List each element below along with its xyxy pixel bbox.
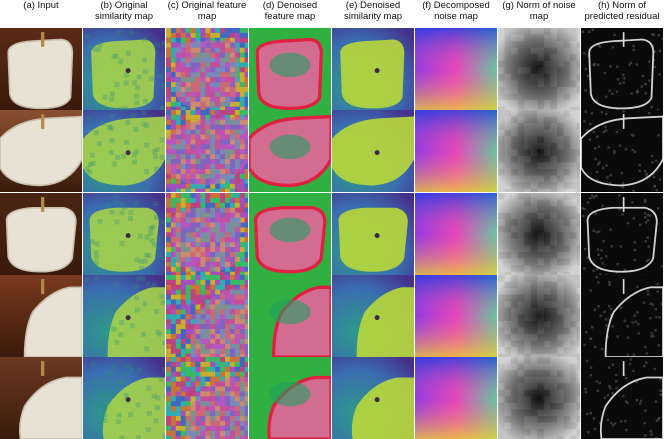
input-image-row-5 bbox=[0, 357, 82, 439]
den_feat-image-row-2 bbox=[249, 110, 331, 192]
noise_norm-image-row-2 bbox=[498, 110, 580, 192]
orig_feat-image-row-4 bbox=[166, 275, 248, 357]
column-label-orig_feat: (c) Original feature map bbox=[167, 0, 247, 22]
noise-image-row-4 bbox=[415, 275, 497, 357]
input-image-row-2 bbox=[0, 110, 82, 192]
residual-image-row-5 bbox=[581, 357, 663, 439]
column-label-noise: (f) Decomposed noise map bbox=[422, 0, 490, 22]
noise_norm-image-row-3 bbox=[498, 193, 580, 275]
residual-image-row-1 bbox=[581, 28, 663, 110]
residual-image-row-2 bbox=[581, 110, 663, 192]
orig_feat-image-row-1 bbox=[166, 28, 248, 110]
column-label-den_feat: (d) Denoised feature map bbox=[262, 0, 318, 22]
orig_feat-image-row-2 bbox=[166, 110, 248, 192]
image-grid bbox=[0, 28, 664, 439]
noise_norm-image-row-5 bbox=[498, 357, 580, 439]
noise-image-row-1 bbox=[415, 28, 497, 110]
residual-image-row-3 bbox=[581, 193, 663, 275]
orig_sim-image-row-5 bbox=[83, 357, 165, 439]
column-headers: (a) Input (b) Original similarity map (c) … bbox=[0, 0, 664, 28]
orig_sim-image-row-4 bbox=[83, 275, 165, 357]
noise_norm-image-row-4 bbox=[498, 275, 580, 357]
input-image-row-3 bbox=[0, 193, 82, 275]
den_sim-image-row-1 bbox=[332, 28, 414, 110]
den_feat-image-row-1 bbox=[249, 28, 331, 110]
den_feat-image-row-3 bbox=[249, 193, 331, 275]
orig_feat-image-row-3 bbox=[166, 193, 248, 275]
residual-image-row-4 bbox=[581, 275, 663, 357]
column-label-residual: (h) Norm of predicted residual bbox=[584, 0, 660, 22]
den_sim-image-row-2 bbox=[332, 110, 414, 192]
orig_feat-image-row-5 bbox=[166, 357, 248, 439]
orig_sim-image-row-2 bbox=[83, 110, 165, 192]
noise-image-row-5 bbox=[415, 357, 497, 439]
den_sim-image-row-4 bbox=[332, 275, 414, 357]
column-label-orig_sim: (b) Original similarity map bbox=[94, 0, 154, 22]
orig_sim-image-row-3 bbox=[83, 193, 165, 275]
input-image-row-1 bbox=[0, 28, 82, 110]
den_feat-image-row-5 bbox=[249, 357, 331, 439]
column-label-input: (a) Input bbox=[23, 0, 59, 11]
den_sim-image-row-5 bbox=[332, 357, 414, 439]
den_sim-image-row-3 bbox=[332, 193, 414, 275]
den_feat-image-row-4 bbox=[249, 275, 331, 357]
column-label-noise_norm: (g) Norm of noise map bbox=[502, 0, 576, 22]
orig_sim-image-row-1 bbox=[83, 28, 165, 110]
noise_norm-image-row-1 bbox=[498, 28, 580, 110]
column-label-den_sim: (e) Denoised similarity map bbox=[343, 0, 403, 22]
noise-image-row-2 bbox=[415, 110, 497, 192]
input-image-row-4 bbox=[0, 275, 82, 357]
noise-image-row-3 bbox=[415, 193, 497, 275]
